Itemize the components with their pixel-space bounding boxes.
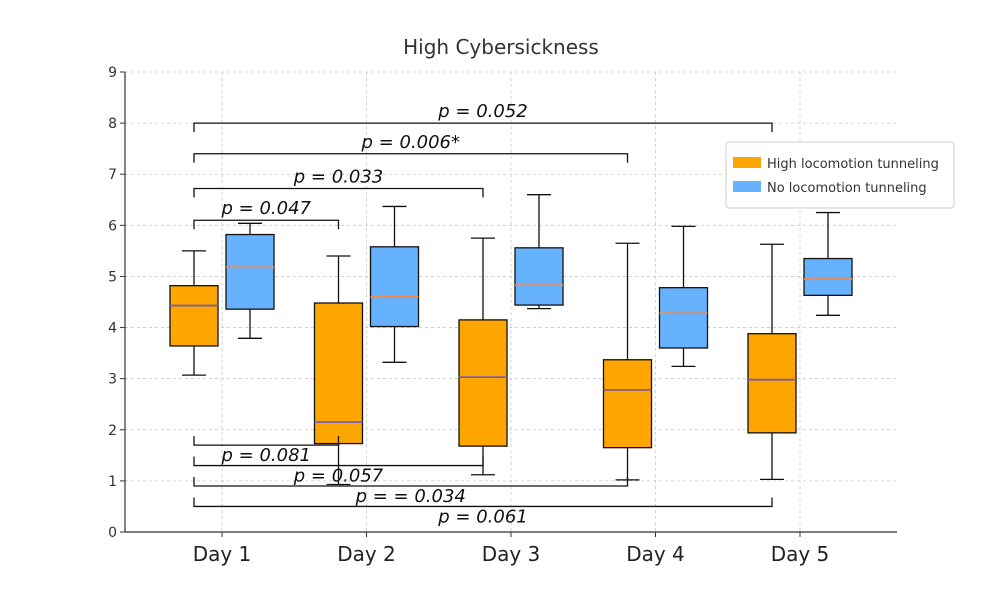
box-none-day-5 [803, 211, 853, 316]
box-iqr [458, 319, 508, 447]
box-none-day-3 [514, 194, 564, 310]
box-high-day-3 [458, 237, 508, 476]
p-value-label: p = 0.006* [361, 132, 460, 153]
chart-title: High Cybersickness [403, 35, 599, 59]
box-iqr [602, 359, 653, 449]
y-tick-label: 9 [108, 65, 117, 81]
significance-bracket: p = 0.057 [193, 456, 484, 487]
box-none-day-1 [225, 222, 275, 339]
y-tick-label: 3 [108, 372, 117, 388]
y-tick-label: 0 [108, 525, 117, 541]
legend-swatch-high [733, 157, 761, 168]
y-tick-label: 5 [108, 269, 117, 285]
p-value-label: p = 0.047 [221, 198, 312, 219]
significance-annotations: p = 0.052 p = 0.006* p = 0.033 p = 0.047 p =… [193, 101, 773, 527]
bracket-line [193, 497, 773, 508]
p-value-label: p = = 0.034 [355, 486, 466, 507]
boxes [169, 194, 853, 486]
bracket-line [193, 436, 340, 446]
box-high-day-1 [169, 250, 219, 376]
box-high-day-2 [313, 255, 364, 486]
bracket-line [193, 153, 629, 163]
x-tick-label: Day 3 [482, 542, 541, 566]
significance-bracket: p = 0.081 [193, 436, 340, 466]
legend-label-none: No locomotion tunneling [767, 181, 927, 196]
box-iqr [225, 233, 275, 310]
box-iqr [658, 287, 709, 349]
axes: 0 1 2 3 4 5 6 7 8 9 Day 1 Day 2 Day 3 Day 4 Day 5 [108, 65, 897, 566]
x-tick-label: Day 4 [626, 542, 685, 566]
bracket-line [193, 219, 340, 230]
p-value-label: p = 0.081 [221, 445, 311, 466]
box-none-day-2 [369, 205, 420, 363]
box-high-day-4 [602, 242, 653, 481]
box-iqr [803, 257, 853, 297]
legend-frame [725, 141, 955, 209]
legend: High locomotion tunneling No locomotion … [725, 141, 955, 209]
y-tick-label: 8 [108, 116, 117, 132]
legend-label-high: High locomotion tunneling [767, 157, 939, 172]
significance-bracket: p = 0.047 [193, 198, 340, 230]
bracket-line [193, 187, 484, 198]
p-value-label: p = 0.057 [293, 466, 384, 487]
y-tick-label: 2 [108, 423, 117, 439]
bracket-line [193, 477, 629, 487]
x-tick-label: Day 2 [337, 542, 396, 566]
p-value-label: p = 0.033 [293, 167, 383, 188]
box-iqr [169, 284, 219, 347]
y-tick-label: 6 [108, 218, 117, 234]
significance-bracket: p = 0.033 [193, 167, 484, 198]
box-high-day-5 [747, 243, 797, 481]
legend-swatch-none [733, 181, 761, 192]
y-tick-label: 7 [108, 167, 117, 183]
y-tick-label: 1 [108, 474, 117, 490]
p-value-label: p = 0.061 [437, 506, 527, 527]
x-tick-label: Day 5 [771, 542, 830, 566]
p-value-label: p = 0.052 [437, 101, 527, 122]
box-none-day-4 [658, 225, 709, 368]
significance-bracket: p = 0.006* [193, 132, 629, 163]
x-tick-label: Day 1 [193, 542, 252, 566]
box-iqr [747, 333, 797, 434]
box-iqr [313, 302, 364, 445]
bracket-line [193, 122, 773, 133]
box-iqr [514, 247, 564, 306]
y-tick-label: 4 [108, 321, 117, 337]
significance-bracket: p = = 0.034 [193, 477, 629, 507]
bracket-line [193, 456, 484, 467]
significance-bracket: p = 0.061 [193, 497, 773, 527]
box-iqr [369, 246, 420, 328]
significance-bracket: p = 0.052 [193, 101, 773, 133]
